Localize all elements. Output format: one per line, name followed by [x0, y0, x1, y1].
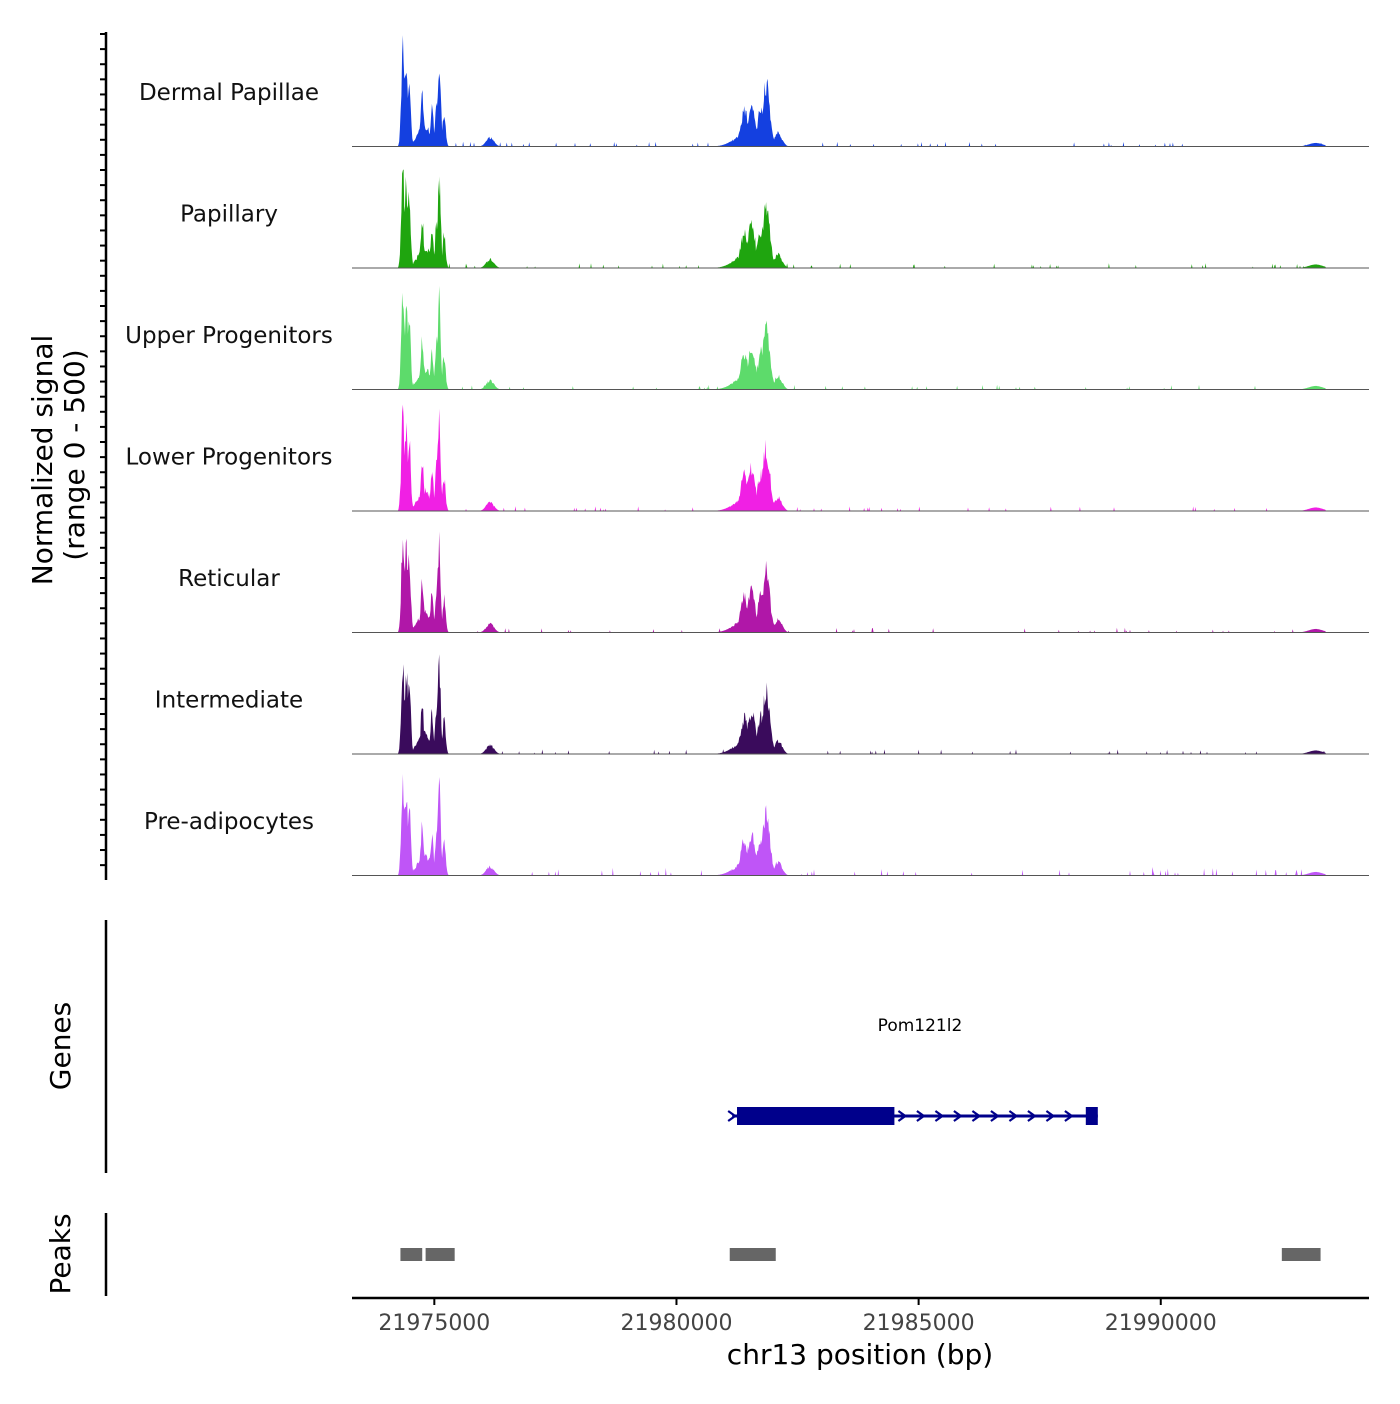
peaks-track: Peaks	[44, 1213, 1321, 1296]
gene-end-exon	[1085, 1107, 1098, 1125]
track-signal-area	[352, 404, 1369, 511]
signal-tracks: Dermal Papillae Papillary Upper Progenitor…	[125, 35, 1369, 876]
track-label: Upper Progenitors	[125, 323, 333, 349]
track-dermal-papillae: Dermal Papillae	[139, 35, 1369, 147]
peaks-track-label: Peaks	[44, 1213, 77, 1294]
gene-strand-arrow	[897, 1110, 908, 1122]
x-axis-title: chr13 position (bp)	[727, 1338, 993, 1371]
gene-strand-arrow	[971, 1110, 982, 1122]
track-signal-area	[352, 285, 1369, 390]
track-label: Reticular	[178, 566, 280, 592]
track-signal-area	[352, 774, 1369, 876]
peak-region	[400, 1248, 423, 1261]
x-tick-label: 21985000	[863, 1311, 975, 1336]
gene-strand-arrow	[916, 1110, 926, 1122]
gene-exon-block	[737, 1107, 895, 1125]
x-tick-label: 21980000	[620, 1311, 732, 1336]
track-label: Pre-adipocytes	[144, 809, 314, 835]
signal-y-axis	[100, 32, 108, 880]
gene-strand-arrow	[1008, 1110, 1019, 1122]
x-tick-label: 21990000	[1105, 1311, 1217, 1336]
peak-region	[425, 1248, 455, 1261]
track-papillary: Papillary	[180, 169, 1369, 269]
track-signal-area	[352, 531, 1369, 633]
gene-strand-arrow	[934, 1110, 945, 1122]
x-axis: chr13 position (bp) 21975000 21980000 2198…	[352, 1296, 1369, 1371]
track-upper-progenitors: Upper Progenitors	[125, 285, 1369, 390]
track-signal-area	[352, 654, 1369, 754]
peak-region	[1281, 1248, 1321, 1261]
gene-strand-arrow	[953, 1110, 963, 1122]
genes-track: Genes Pom121l2	[44, 920, 1098, 1173]
genes-track-label: Genes	[44, 1002, 77, 1090]
track-lower-progenitors: Lower Progenitors	[126, 404, 1369, 512]
track-label: Lower Progenitors	[126, 445, 333, 471]
gene-name-label: Pom121l2	[878, 1016, 963, 1036]
track-signal-area	[352, 35, 1369, 147]
track-label: Papillary	[180, 202, 278, 228]
peak-region	[729, 1248, 776, 1261]
gene-strand-arrow	[1064, 1110, 1074, 1122]
x-tick-label: 21975000	[378, 1311, 490, 1336]
track-label: Dermal Papillae	[139, 80, 319, 106]
track-signal-area	[352, 169, 1369, 268]
track-pre-adipocytes: Pre-adipocytes	[144, 774, 1369, 876]
track-reticular: Reticular	[178, 531, 1369, 633]
gene-strand-arrow	[990, 1110, 1000, 1122]
gene-strand-arrow	[727, 1110, 738, 1122]
track-intermediate: Intermediate	[155, 654, 1369, 755]
y-axis-title-line1: Normalized signal	[26, 335, 59, 586]
gene-strand-arrow	[1045, 1110, 1056, 1122]
y-axis-title-line2: (range 0 - 500)	[58, 349, 91, 560]
gene-strand-arrow	[1027, 1110, 1037, 1122]
track-label: Intermediate	[155, 688, 303, 714]
